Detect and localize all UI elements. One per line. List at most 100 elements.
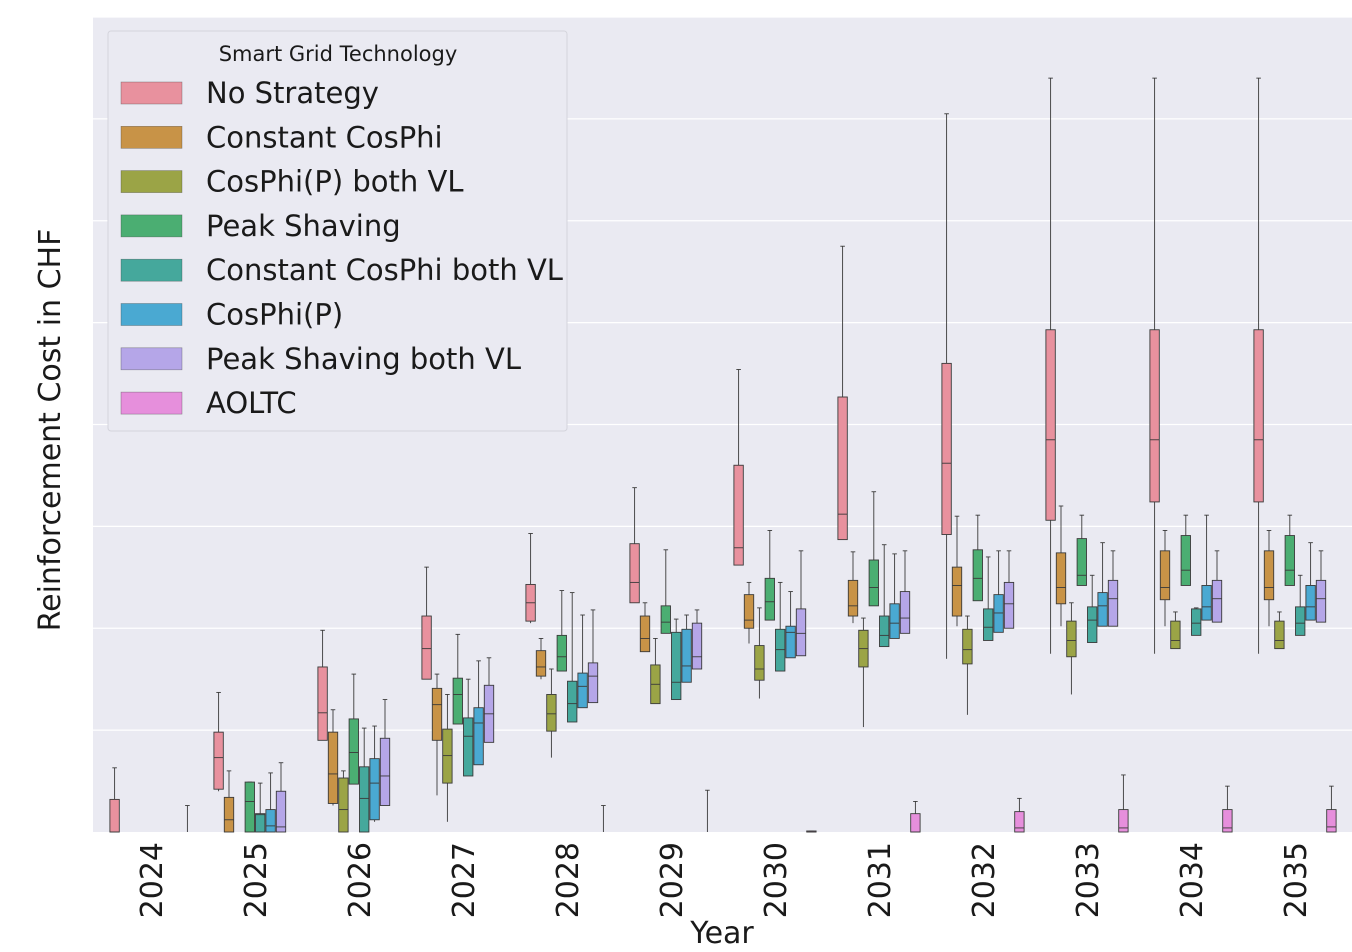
box bbox=[1170, 620, 1181, 650]
x-tick-label: 2029 bbox=[655, 842, 690, 918]
series-6 bbox=[275, 550, 1327, 833]
x-tick-label: 2031 bbox=[863, 842, 898, 918]
series-4 bbox=[255, 544, 1306, 833]
box bbox=[327, 731, 339, 804]
box bbox=[743, 594, 755, 629]
x-tick-label: 2024 bbox=[135, 842, 170, 918]
box bbox=[1274, 620, 1285, 650]
box bbox=[1284, 535, 1295, 586]
box bbox=[868, 559, 879, 607]
legend-swatch bbox=[120, 81, 183, 105]
legend-label: CosPhi(P) both VL bbox=[206, 165, 463, 199]
box bbox=[837, 396, 848, 541]
x-tick-label: 2026 bbox=[343, 842, 378, 918]
box bbox=[109, 798, 120, 833]
box bbox=[1180, 535, 1191, 586]
box bbox=[764, 577, 775, 621]
box bbox=[691, 622, 703, 670]
legend-label: No Strategy bbox=[206, 76, 379, 110]
series-5 bbox=[265, 514, 1316, 833]
box bbox=[775, 628, 786, 672]
box bbox=[1149, 329, 1160, 503]
x-tick-label: 2033 bbox=[1071, 842, 1106, 918]
box bbox=[754, 645, 765, 681]
box bbox=[348, 718, 359, 785]
box bbox=[795, 608, 807, 657]
legend-swatch bbox=[120, 258, 183, 282]
x-tick-label: 2027 bbox=[447, 842, 482, 918]
box bbox=[1159, 550, 1171, 601]
box bbox=[255, 813, 266, 833]
box bbox=[1305, 585, 1316, 621]
box bbox=[1003, 581, 1015, 629]
legend-label: Constant CosPhi bbox=[206, 120, 443, 154]
legend-swatch bbox=[120, 214, 183, 238]
box bbox=[1253, 329, 1264, 503]
x-tick-label: 2034 bbox=[1175, 842, 1210, 918]
series-7 bbox=[185, 774, 1337, 833]
box bbox=[847, 579, 859, 617]
box bbox=[889, 603, 900, 639]
series-2 bbox=[338, 602, 1285, 833]
legend-label: Constant CosPhi both VL bbox=[206, 253, 563, 287]
box bbox=[546, 694, 557, 732]
legend-frame bbox=[107, 30, 568, 432]
box bbox=[993, 594, 1004, 633]
legend-swatch bbox=[120, 347, 183, 371]
series-0 bbox=[109, 77, 1264, 833]
box bbox=[535, 650, 547, 677]
box bbox=[567, 680, 578, 723]
x-tick-label: 2025 bbox=[239, 842, 274, 918]
box bbox=[681, 628, 692, 683]
box bbox=[359, 766, 370, 833]
box bbox=[421, 615, 432, 680]
box bbox=[317, 666, 328, 741]
x-tick-label: 2035 bbox=[1279, 842, 1314, 918]
box bbox=[275, 790, 287, 833]
box-series bbox=[109, 77, 1337, 833]
box bbox=[223, 796, 235, 833]
legend-title: Smart Grid Technology bbox=[219, 42, 458, 66]
box bbox=[1066, 620, 1077, 658]
box bbox=[1097, 592, 1108, 627]
box bbox=[1107, 579, 1119, 627]
box bbox=[431, 687, 443, 741]
box bbox=[442, 728, 453, 784]
box bbox=[265, 809, 276, 833]
box bbox=[962, 628, 973, 665]
legend-swatch bbox=[120, 170, 183, 193]
box bbox=[733, 464, 744, 566]
box bbox=[577, 672, 588, 709]
series-3 bbox=[244, 491, 1295, 833]
box bbox=[1087, 606, 1098, 643]
box bbox=[1118, 809, 1129, 833]
box bbox=[941, 362, 952, 535]
legend-label: Peak Shaving both VL bbox=[206, 342, 521, 376]
box bbox=[452, 677, 463, 725]
legend-swatch bbox=[120, 126, 183, 149]
box bbox=[629, 543, 640, 604]
box bbox=[1076, 538, 1087, 586]
box bbox=[785, 625, 796, 659]
box bbox=[951, 566, 963, 617]
box bbox=[369, 758, 380, 821]
box bbox=[660, 605, 671, 634]
legend-items: No Strategy Constant CosPhi CosPhi(P) both… bbox=[120, 76, 563, 420]
box bbox=[587, 662, 599, 704]
box bbox=[1295, 606, 1306, 636]
legend-swatch bbox=[120, 303, 183, 326]
box bbox=[556, 634, 567, 672]
box bbox=[1191, 608, 1202, 636]
box bbox=[473, 707, 484, 766]
box bbox=[1055, 552, 1067, 605]
box bbox=[972, 549, 983, 602]
box bbox=[983, 608, 994, 641]
legend: Smart Grid Technology No Strategy Constan… bbox=[107, 30, 568, 432]
box bbox=[379, 737, 391, 806]
legend-label: CosPhi(P) bbox=[206, 298, 343, 332]
box bbox=[1211, 579, 1223, 623]
box bbox=[1045, 329, 1056, 521]
legend-label: Peak Shaving bbox=[206, 209, 401, 243]
y-axis-label: Reinforcement Cost in CHF bbox=[33, 229, 68, 632]
